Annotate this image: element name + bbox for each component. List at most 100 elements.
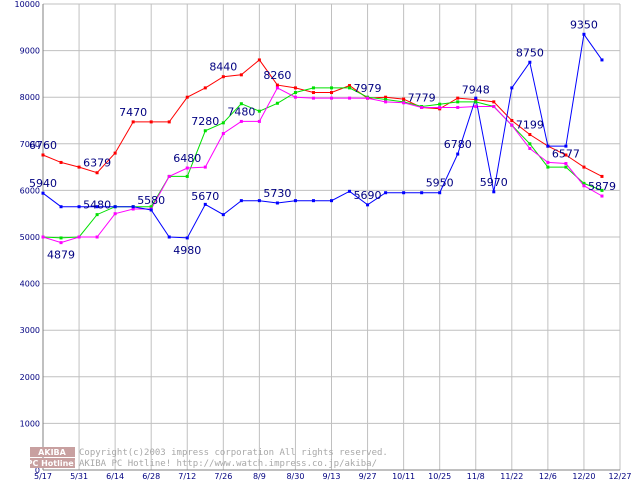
data-point bbox=[348, 96, 352, 100]
data-label: 9350 bbox=[570, 18, 598, 31]
y-tick-label: 5000 bbox=[20, 233, 40, 242]
data-point bbox=[600, 188, 604, 192]
data-point bbox=[185, 174, 189, 178]
data-point bbox=[113, 212, 117, 216]
logo-bottom-text: PC Hotline! bbox=[27, 459, 78, 468]
data-point bbox=[456, 100, 460, 104]
data-point bbox=[582, 32, 586, 36]
data-label: 5480 bbox=[83, 199, 111, 212]
data-point bbox=[293, 91, 297, 95]
data-point bbox=[384, 191, 388, 195]
data-point bbox=[528, 142, 532, 146]
series-line-0 bbox=[42, 59, 603, 177]
data-point bbox=[402, 191, 406, 195]
data-point bbox=[510, 86, 514, 90]
data-label: 7199 bbox=[516, 119, 544, 132]
data-point bbox=[275, 201, 279, 205]
data-label: 7779 bbox=[408, 91, 436, 104]
data-point bbox=[474, 96, 478, 100]
data-label: 6480 bbox=[173, 152, 201, 165]
logo-top-text: AKIBA bbox=[38, 448, 66, 457]
data-point bbox=[275, 101, 279, 105]
data-label: 5580 bbox=[137, 194, 165, 207]
data-point bbox=[95, 171, 99, 175]
data-point bbox=[59, 241, 63, 245]
data-label: 8260 bbox=[263, 69, 291, 82]
data-point bbox=[275, 83, 279, 87]
data-point bbox=[167, 174, 171, 178]
data-point bbox=[221, 132, 225, 136]
x-tick-label: 6/14 bbox=[106, 472, 124, 480]
data-point bbox=[95, 235, 99, 239]
data-point bbox=[456, 96, 460, 100]
data-point bbox=[510, 123, 514, 127]
data-point bbox=[600, 194, 604, 198]
x-tick-label: 10/11 bbox=[392, 472, 415, 480]
data-label: 5940 bbox=[29, 177, 57, 190]
data-point bbox=[221, 121, 225, 125]
data-point bbox=[420, 105, 424, 109]
data-point bbox=[167, 120, 171, 124]
y-tick-label: 7000 bbox=[20, 140, 40, 149]
data-point bbox=[528, 60, 532, 64]
data-point bbox=[41, 235, 45, 239]
y-tick-label: 8000 bbox=[20, 93, 40, 102]
data-point bbox=[95, 205, 99, 209]
x-tick-label: 12/6 bbox=[539, 472, 557, 480]
data-point bbox=[167, 235, 171, 239]
data-point bbox=[293, 86, 297, 90]
grid bbox=[43, 3, 621, 470]
copyright-text: Copyright(c)2003 impress corporation All… bbox=[79, 448, 388, 458]
data-point bbox=[384, 95, 388, 99]
data-point bbox=[59, 205, 63, 209]
data-label: 6760 bbox=[29, 139, 57, 152]
data-point bbox=[149, 120, 153, 124]
data-point bbox=[131, 205, 135, 209]
logo-top-box bbox=[30, 447, 75, 457]
series-points bbox=[41, 32, 604, 245]
data-point bbox=[330, 96, 333, 100]
x-tick-label: 8/9 bbox=[253, 472, 266, 480]
data-label: 5879 bbox=[588, 180, 616, 193]
y-tick-label: 10000 bbox=[15, 0, 40, 9]
data-point bbox=[438, 105, 442, 109]
data-point bbox=[221, 213, 225, 217]
data-label: 5950 bbox=[426, 177, 454, 190]
data-point bbox=[95, 213, 99, 217]
data-point bbox=[113, 151, 117, 155]
data-point bbox=[564, 144, 568, 148]
data-point bbox=[113, 205, 117, 209]
x-tick-label: 11/8 bbox=[467, 472, 485, 480]
data-labels: 6760 6379 7470 8440 8260 7979 7779 7948 7199 6577… bbox=[29, 18, 616, 261]
data-point bbox=[203, 129, 207, 133]
data-point bbox=[402, 97, 406, 101]
logo-bottom-box bbox=[30, 458, 75, 468]
x-tick-label: 12/27 bbox=[608, 472, 631, 480]
x-tick-label: 9/27 bbox=[359, 472, 377, 480]
y-tick-label: 3000 bbox=[20, 326, 40, 335]
series-line-3 bbox=[42, 33, 603, 239]
data-point bbox=[384, 98, 388, 102]
data-point bbox=[402, 101, 406, 105]
data-point bbox=[257, 58, 261, 62]
data-point bbox=[348, 84, 352, 88]
data-point bbox=[438, 102, 442, 106]
data-point bbox=[257, 109, 261, 113]
data-point bbox=[41, 191, 45, 195]
data-point bbox=[275, 86, 279, 90]
data-point bbox=[149, 205, 153, 209]
data-point bbox=[456, 105, 460, 109]
data-point bbox=[311, 91, 315, 95]
data-point bbox=[330, 91, 333, 95]
data-point bbox=[257, 119, 261, 123]
data-point bbox=[239, 102, 243, 106]
data-point bbox=[600, 58, 604, 62]
data-point bbox=[221, 75, 225, 79]
data-point bbox=[149, 208, 153, 212]
data-point bbox=[492, 100, 496, 104]
data-point bbox=[474, 100, 478, 104]
x-tick-label: 10/25 bbox=[428, 472, 451, 480]
data-label: 5970 bbox=[480, 176, 508, 189]
data-point bbox=[456, 152, 460, 156]
data-label: 5690 bbox=[354, 189, 382, 202]
